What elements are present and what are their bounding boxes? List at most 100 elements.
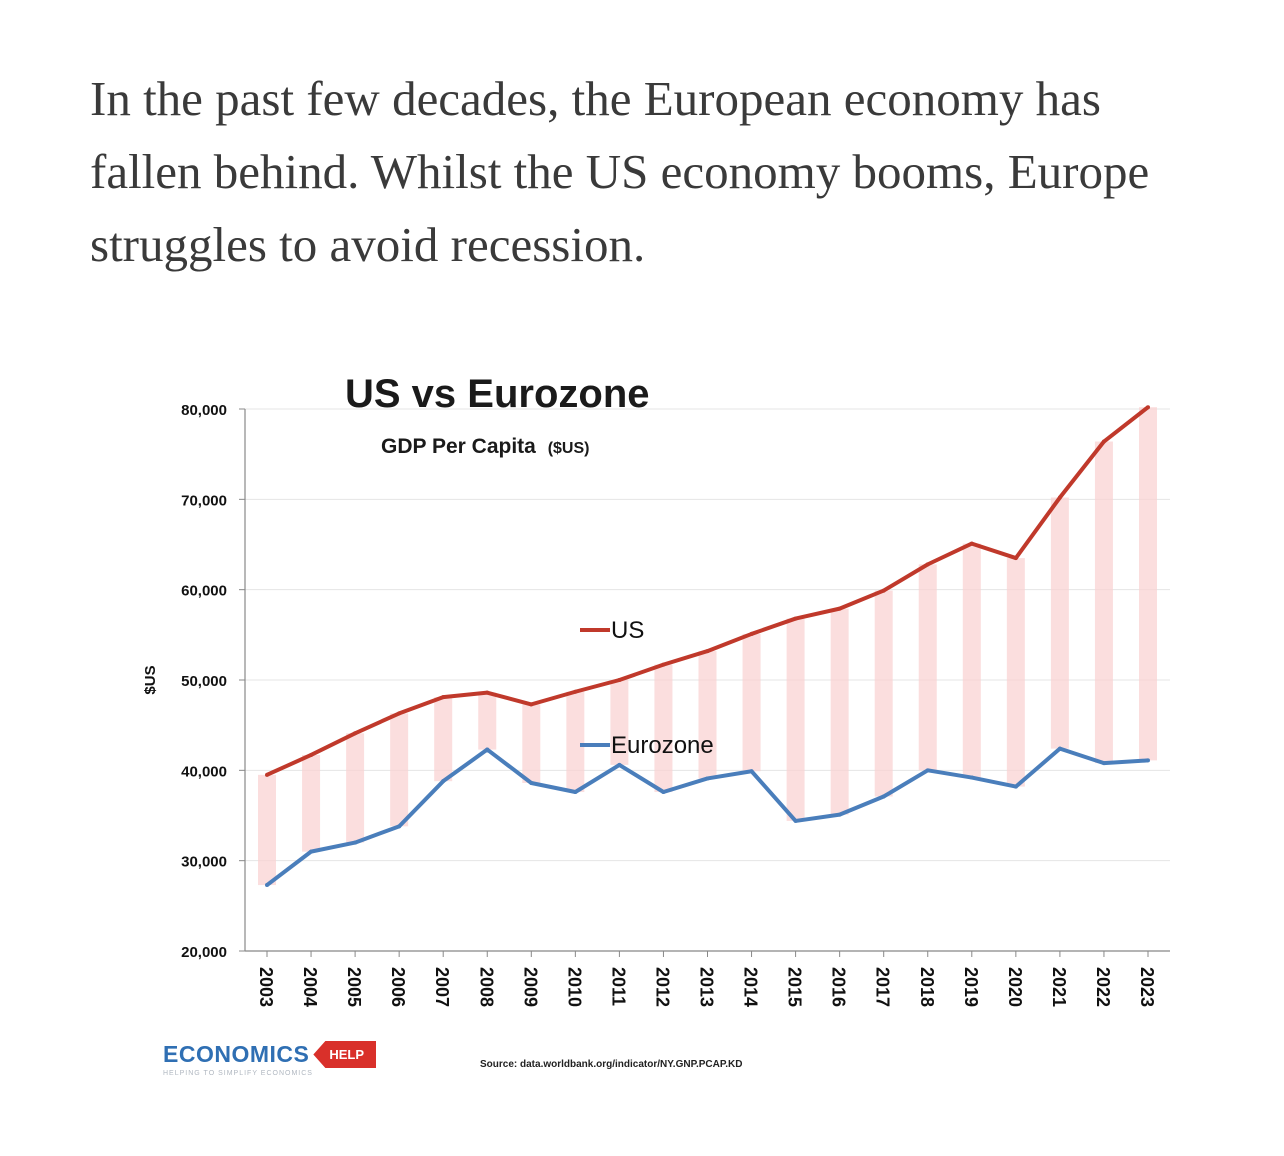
gap-bar [831,609,849,815]
x-tick-label: 2012 [652,967,672,1007]
data-point-eurozone [1102,761,1106,765]
gap-bar [1007,558,1025,787]
x-tick-label: 2013 [697,967,717,1007]
gap-bar [875,591,893,797]
chart-subtitle-unit: ($US) [548,440,590,457]
y-tick-label: 80,000 [181,402,227,419]
data-point-us [1102,440,1106,444]
data-point-eurozone [265,883,269,887]
data-point-us [750,632,754,636]
x-tick-label: 2011 [608,967,628,1006]
economics-help-logo: ECONOMICS HELP HELPING TO SIMPLIFY ECONOM… [163,1041,376,1077]
data-point-eurozone [397,824,401,828]
x-tick-label: 2010 [564,967,584,1007]
data-point-us [573,690,577,694]
gap-bar [302,755,320,852]
data-point-us [441,695,445,699]
x-tick-label: 2005 [344,967,364,1007]
x-tick-label: 2009 [520,967,540,1007]
chart-subtitle-main: GDP Per Capita [381,435,536,458]
x-tick-label: 2020 [1005,967,1025,1007]
data-point-us [794,617,798,621]
gap-bar [919,564,937,770]
data-point-eurozone [1014,785,1018,789]
data-point-us [309,753,313,757]
data-point-us [1146,405,1150,409]
y-axis-label: $US [142,665,159,694]
x-tick-label: 2006 [388,967,408,1007]
data-point-eurozone [529,781,533,785]
gap-bar [654,665,672,792]
x-tick-label: 2023 [1137,967,1157,1007]
gap-bar [787,619,805,821]
data-point-us [1058,496,1062,500]
data-point-eurozone [706,776,710,780]
data-point-eurozone [926,768,930,772]
gap-bar [258,775,276,885]
data-point-us [882,589,886,593]
y-tick-label: 20,000 [181,944,227,961]
logo-main-text: ECONOMICS [163,1041,309,1068]
data-point-us [970,542,974,546]
data-point-eurozone [1058,747,1062,751]
data-point-us [529,702,533,706]
data-point-eurozone [573,790,577,794]
data-point-us [353,731,357,735]
data-point-eurozone [750,769,754,773]
data-point-eurozone [794,819,798,823]
data-point-us [661,663,665,667]
data-point-eurozone [617,763,621,767]
data-point-us [485,691,489,695]
gdp-chart: 20,000 30,000 40,000 50,000 60,000 70,000 80,0… [0,0,1284,1156]
data-point-us [397,711,401,715]
data-point-eurozone [970,776,974,780]
x-tick-label: 2008 [476,967,496,1007]
gap-bar [1095,442,1113,764]
gap-bar [390,713,408,826]
y-tick-label: 30,000 [181,854,227,871]
x-tick-label: 2021 [1049,967,1069,1007]
x-tick-label: 2016 [829,967,849,1007]
gap-bar [963,544,981,778]
data-point-us [838,607,842,611]
x-tick-label: 2007 [432,967,452,1007]
data-point-us [617,678,621,682]
y-tick-label: 50,000 [181,673,227,690]
x-tick-label: 2014 [741,967,761,1007]
chart-title: US vs Eurozone [345,372,650,416]
data-point-eurozone [441,779,445,783]
y-tick-label: 40,000 [181,763,227,780]
gap-bar [346,733,364,842]
x-tick-label: 2018 [917,967,937,1007]
data-point-us [1014,556,1018,560]
gap-bar [743,634,761,771]
legend-label: US [611,617,644,644]
gap-bar [1051,498,1069,749]
x-tick-label: 2004 [300,967,320,1007]
legend-label: Eurozone [611,732,714,759]
logo-tag: HELP [313,1041,376,1068]
chart-source: Source: data.worldbank.org/indicator/NY.… [480,1059,742,1070]
gap-bar [522,704,540,783]
gap-bar [1139,407,1157,760]
y-tick-label: 70,000 [181,492,227,509]
gap-bar [566,692,584,792]
data-point-eurozone [661,790,665,794]
gap-bar [699,651,717,778]
gap-bar [434,697,452,781]
y-tick-label: 60,000 [181,583,227,600]
gap-bar [478,693,496,750]
data-point-eurozone [309,850,313,854]
x-tick-label: 2015 [785,967,805,1007]
data-point-eurozone [1146,758,1150,762]
data-point-eurozone [353,841,357,845]
data-point-eurozone [485,748,489,752]
data-point-eurozone [838,813,842,817]
x-tick-label: 2019 [961,967,981,1007]
data-point-us [926,562,930,566]
x-tick-label: 2022 [1093,967,1113,1007]
x-tick-label: 2017 [873,967,893,1007]
data-point-us [706,649,710,653]
logo-tagline: HELPING TO SIMPLIFY ECONOMICS [163,1070,376,1077]
data-point-us [265,773,269,777]
